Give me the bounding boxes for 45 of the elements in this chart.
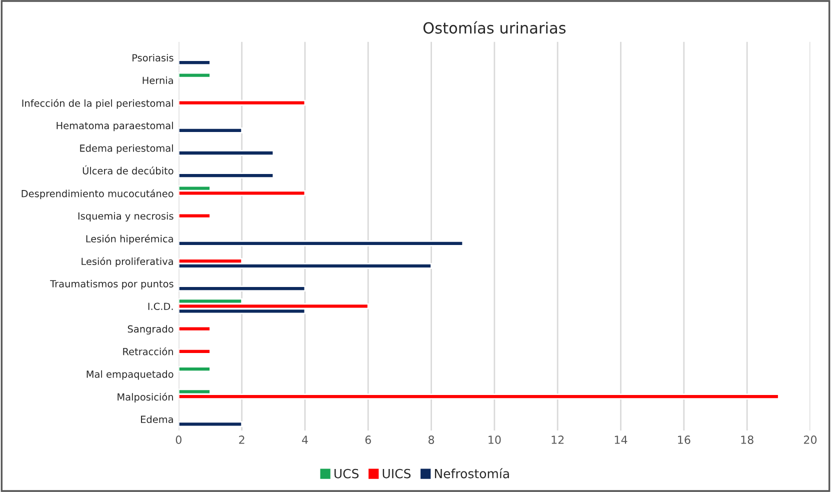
x-tick-label: 2 xyxy=(239,436,244,444)
bar xyxy=(178,348,211,354)
y-tick-label: Úlcera de decúbito xyxy=(82,165,174,174)
chart-title: Ostomías urinarias xyxy=(423,21,566,34)
bar xyxy=(178,326,211,332)
bar xyxy=(178,72,211,78)
y-tick-label: Isquemia y necrosis xyxy=(78,212,174,222)
bar xyxy=(178,286,306,292)
bar xyxy=(178,421,243,428)
bar xyxy=(178,240,464,246)
y-tick-label: Traumatismos por puntos xyxy=(50,280,174,290)
x-tick-label: 16 xyxy=(678,436,690,444)
y-tick-label: Sangrado xyxy=(128,325,174,335)
x-tick-label: 10 xyxy=(488,436,501,444)
y-tick-label: Hernia xyxy=(142,76,173,84)
y-tick-label: Edema xyxy=(141,416,173,424)
y-tick-label: Hematoma paraestomal xyxy=(56,122,173,132)
bar xyxy=(178,366,211,372)
legend-label: UCS xyxy=(334,468,359,478)
legend-label: Nefrostomía xyxy=(434,468,509,478)
y-tick-label: Mal empaquetado xyxy=(86,370,174,380)
y-tick-label: I.C.D. xyxy=(148,302,173,310)
bar xyxy=(178,172,274,179)
y-tick-label: Psoriasis xyxy=(132,54,174,62)
x-tick-label: 20 xyxy=(804,436,817,444)
bar xyxy=(178,60,211,66)
bar xyxy=(178,212,211,219)
x-tick-label: 0 xyxy=(176,436,182,444)
x-tick-label: 8 xyxy=(428,436,434,444)
bar xyxy=(178,127,243,134)
y-tick-label: Desprendimiento mucocutáneo xyxy=(22,189,174,200)
x-tick-label: 12 xyxy=(552,436,564,444)
x-tick-label: 18 xyxy=(741,436,754,444)
legend-label: UICS xyxy=(382,468,411,478)
y-tick-label: Infección de la piel periestomal xyxy=(22,98,173,109)
x-tick-label: 4 xyxy=(302,436,308,444)
bar xyxy=(178,150,274,156)
y-tick-label: Lesión proliferativa xyxy=(82,257,173,267)
y-tick-label: Malposición xyxy=(118,392,173,403)
y-tick-label: Edema periestomal xyxy=(80,144,173,154)
y-tick-label: Retracción xyxy=(123,347,173,356)
x-tick-label: 6 xyxy=(365,436,371,444)
y-tick-label: Lesión hiperémica xyxy=(86,234,173,244)
bar xyxy=(178,100,306,106)
x-tick-label: 14 xyxy=(614,436,628,444)
